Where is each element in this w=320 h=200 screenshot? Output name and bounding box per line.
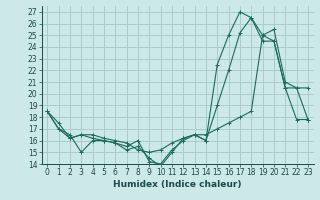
X-axis label: Humidex (Indice chaleur): Humidex (Indice chaleur) bbox=[113, 180, 242, 189]
